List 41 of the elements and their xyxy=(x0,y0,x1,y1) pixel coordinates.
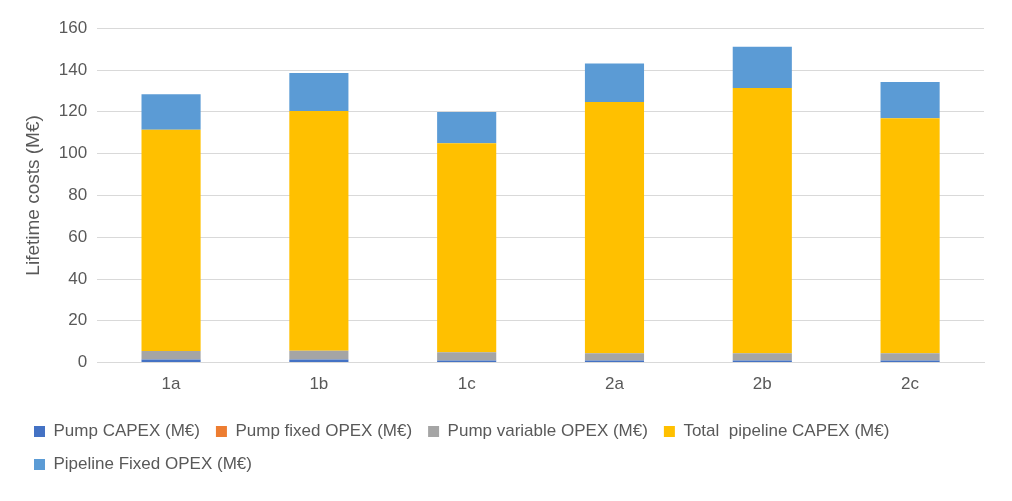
bar xyxy=(584,101,645,354)
bar xyxy=(141,359,201,363)
bar xyxy=(289,110,349,351)
y-axis-title: Lifetime costs (M€) xyxy=(21,115,43,276)
legend-label: Total pipeline CAPEX (M€) xyxy=(683,421,890,441)
bar xyxy=(732,353,792,361)
bar xyxy=(437,352,497,361)
legend-label: Pump variable OPEX (M€) xyxy=(447,421,648,441)
bar xyxy=(289,350,349,360)
bar xyxy=(437,143,497,353)
bar xyxy=(880,118,940,354)
bar xyxy=(880,81,940,119)
bar xyxy=(289,72,349,111)
y-tick-label: 100 xyxy=(58,143,88,163)
x-tick-label: 2b xyxy=(752,374,772,394)
x-tick-label: 2c xyxy=(901,374,920,394)
y-tick-label: 40 xyxy=(68,268,88,288)
x-tick-label: 2a xyxy=(605,374,625,394)
y-tick-label: 140 xyxy=(58,59,88,79)
bar xyxy=(437,112,497,144)
y-tick-label: 0 xyxy=(77,352,88,372)
bar xyxy=(880,353,940,361)
x-tick-label: 1c xyxy=(457,374,477,394)
bar xyxy=(289,359,349,363)
bar xyxy=(732,87,792,354)
x-tick-label: 1a xyxy=(161,374,182,394)
y-tick-label: 120 xyxy=(58,101,88,121)
bar xyxy=(141,351,201,360)
y-tick-label: 20 xyxy=(68,310,88,330)
y-tick-label: 160 xyxy=(58,17,88,37)
legend-label: Pump fixed OPEX (M€) xyxy=(235,421,413,441)
legend-label: Pump CAPEX (M€) xyxy=(53,421,200,441)
bar xyxy=(141,94,201,130)
x-tick-label: 1b xyxy=(309,374,329,394)
legend-label: Pipeline Fixed OPEX (M€) xyxy=(53,454,252,474)
y-tick-label: 60 xyxy=(68,226,88,246)
y-tick-label: 80 xyxy=(68,185,88,205)
bar xyxy=(584,353,645,361)
bar xyxy=(584,63,645,102)
bar xyxy=(141,129,201,352)
bar xyxy=(732,46,792,88)
